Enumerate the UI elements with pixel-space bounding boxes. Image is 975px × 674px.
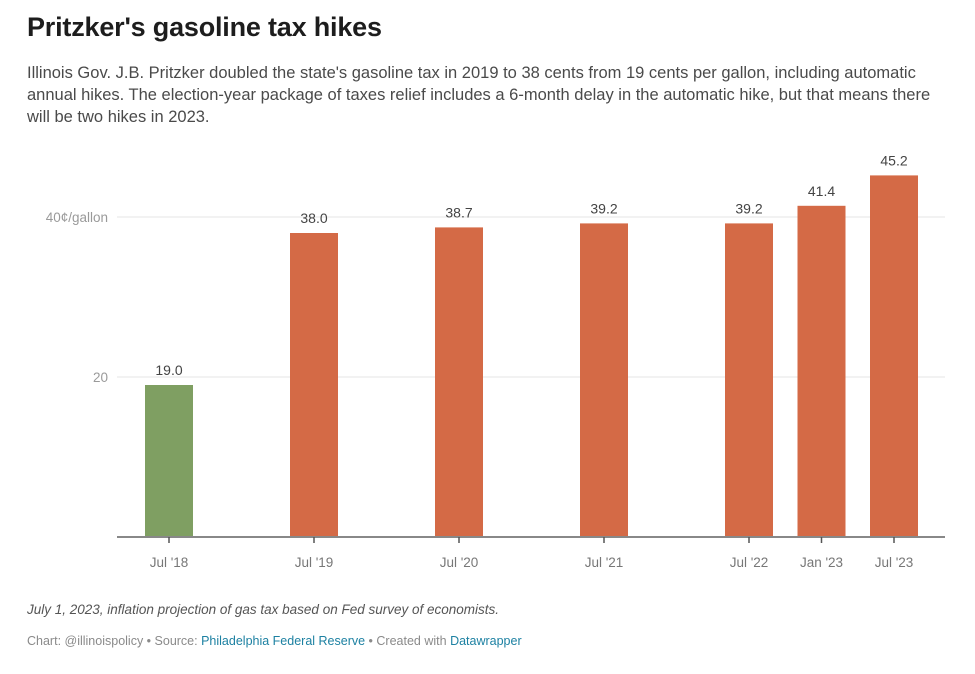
x-tick-label: Jul '19 xyxy=(295,555,334,570)
source-link[interactable]: Philadelphia Federal Reserve xyxy=(201,634,366,648)
datawrapper-link[interactable]: Datawrapper xyxy=(450,634,522,648)
value-label: 39.2 xyxy=(735,200,762,216)
value-label: 38.0 xyxy=(300,210,327,226)
bar xyxy=(580,223,628,537)
x-tick-label: Jul '18 xyxy=(150,555,189,570)
value-label: 38.7 xyxy=(445,204,472,220)
value-labels: 19.0 38.0 38.7 39.2 39.2 41.4 45.2 xyxy=(155,152,907,378)
x-tick-label: Jul '22 xyxy=(730,555,769,570)
value-label: 41.4 xyxy=(808,183,835,199)
y-tick-label: 40¢/gallon xyxy=(46,210,108,225)
value-label: 45.2 xyxy=(880,152,907,168)
separator: • xyxy=(143,634,155,648)
separator: • xyxy=(365,634,377,648)
bar xyxy=(290,233,338,537)
bar xyxy=(725,223,773,537)
chart-credits: Chart: @illinoispolicy • Source: Philade… xyxy=(27,634,522,648)
chart-title: Pritzker's gasoline tax hikes xyxy=(27,12,382,42)
bar xyxy=(797,205,846,538)
source-label: Source: xyxy=(154,634,202,648)
bar-chart: 20 40¢/gallon 19.0 38.0 38.7 39.2 39.2 41.4 45.… xyxy=(46,152,945,570)
x-axis xyxy=(117,536,945,543)
x-axis-labels: Jul '18 Jul '19 Jul '20 Jul '21 Jul '22 Jan '… xyxy=(150,555,914,570)
bar xyxy=(435,227,483,537)
bar xyxy=(870,175,918,537)
y-tick-label: 20 xyxy=(93,370,108,385)
credit-text: Chart: @illinoispolicy xyxy=(27,634,144,648)
created-label: Created with xyxy=(376,634,451,648)
bar xyxy=(145,385,193,537)
chart-description: Illinois Gov. J.B. Pritzker doubled the … xyxy=(27,64,931,126)
x-tick-label: Jul '20 xyxy=(440,555,479,570)
chart-notes: July 1, 2023, inflation projection of ga… xyxy=(27,602,500,617)
value-label: 19.0 xyxy=(155,362,182,378)
x-tick-label: Jul '21 xyxy=(585,555,624,570)
bars xyxy=(145,175,918,538)
x-tick-label: Jan '23 xyxy=(800,555,843,570)
value-label: 39.2 xyxy=(590,200,617,216)
y-axis-labels: 20 40¢/gallon xyxy=(46,210,108,385)
x-tick-label: Jul '23 xyxy=(875,555,914,570)
